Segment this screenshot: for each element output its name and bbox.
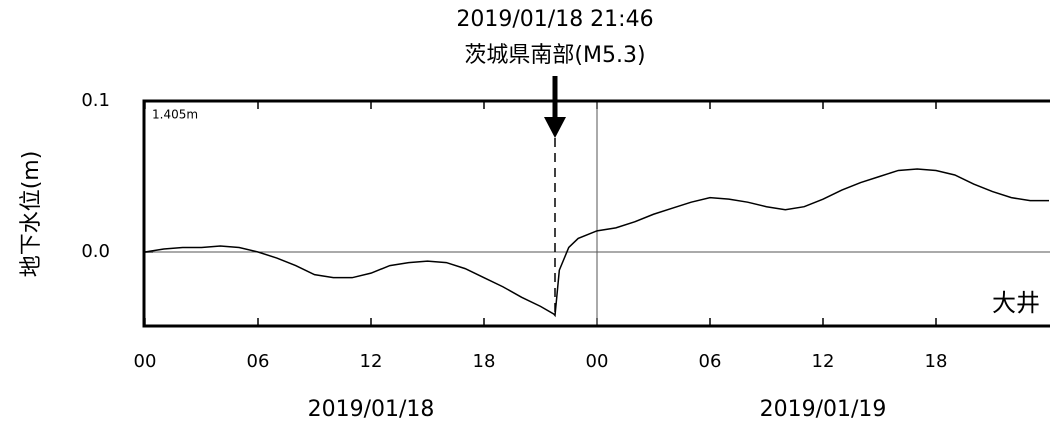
- y-tick-label: 0.1: [81, 90, 110, 111]
- x-tick-label: 06: [247, 351, 270, 372]
- x-tick-label: 12: [812, 351, 835, 372]
- x-tick-label: 06: [699, 351, 722, 372]
- station-name: 大井: [992, 289, 1040, 317]
- x-tick-label: 18: [473, 351, 496, 372]
- x-tick-label: 00: [586, 351, 609, 372]
- y-tick-label: 0.0: [81, 241, 110, 262]
- y-axis-label: 地下水位(m): [19, 151, 44, 278]
- x-tick-label: 00: [134, 351, 157, 372]
- date-label: 2019/01/18: [308, 397, 435, 422]
- event-arrow-head: [544, 117, 567, 138]
- event-name: 茨城県南部(M5.3): [464, 43, 645, 68]
- x-tick-label: 18: [925, 351, 948, 372]
- data-line: [144, 168, 1049, 318]
- date-label: 2019/01/19: [760, 397, 887, 422]
- plot-frame: [142, 99, 1050, 328]
- reference-level: 1.405m: [152, 108, 198, 122]
- event-time: 2019/01/18 21:46: [456, 7, 653, 32]
- x-tick-label: 12: [360, 351, 383, 372]
